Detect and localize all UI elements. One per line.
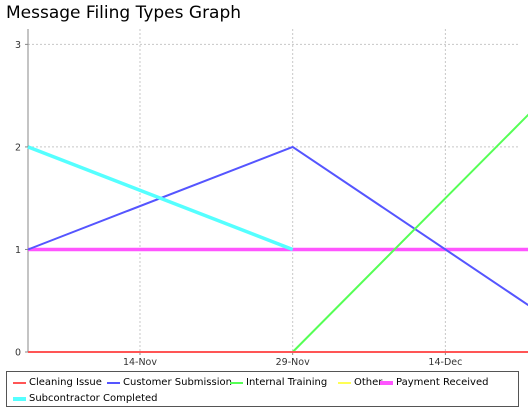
legend-item: Customer Submission (107, 377, 232, 388)
legend-item: Payment Received (380, 377, 488, 388)
x-tick-label: 14-Dec (428, 357, 462, 368)
legend-swatch (338, 381, 351, 384)
y-tick-label: 1 (15, 245, 21, 256)
legend-swatch (107, 381, 120, 384)
series-line-internal-training (28, 113, 528, 353)
legend-swatch (380, 380, 393, 385)
legend-label: Cleaning Issue (29, 377, 102, 388)
legend-item: Subcontractor Completed (13, 393, 158, 404)
y-tick-label: 2 (15, 142, 21, 153)
legend-item: Cleaning Issue (13, 377, 102, 388)
legend-label: Payment Received (396, 377, 489, 388)
x-tick-label: 14-Nov (123, 357, 157, 368)
legend-swatch (13, 381, 26, 384)
legend-swatch (13, 396, 26, 401)
y-tick-label: 0 (15, 348, 21, 359)
legend-swatch (230, 381, 243, 384)
legend: Cleaning Issue Customer Submission Interna… (6, 371, 519, 407)
legend-label: Subcontractor Completed (29, 393, 158, 404)
series-line-subcontractor-completed (27, 145, 294, 252)
legend-label: Other (354, 377, 383, 388)
legend-label: Internal Training (246, 377, 328, 388)
y-tick-label: 3 (15, 40, 21, 51)
legend-item: Other (338, 377, 382, 388)
chart-title: Message Filing Types Graph (6, 3, 242, 23)
x-tick-label: 29-Nov (276, 357, 310, 368)
series-line-payment-received (28, 247, 528, 252)
legend-label: Customer Submission (123, 377, 232, 388)
legend-item: Internal Training (230, 377, 327, 388)
